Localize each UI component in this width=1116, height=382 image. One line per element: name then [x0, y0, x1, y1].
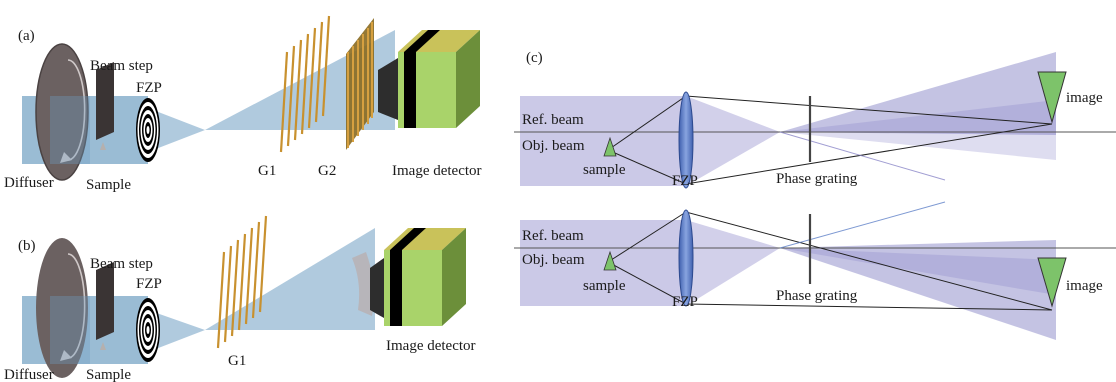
beam-step-label-a: Beam step — [90, 58, 153, 74]
grating-g2-a — [346, 18, 374, 150]
diverging-cone-bottom — [780, 240, 1056, 340]
image-triangle-top — [1037, 71, 1067, 124]
grating-label-bottom: Phase grating — [776, 288, 858, 304]
sample-triangle-top — [603, 136, 617, 157]
obj-beam-label-bottom: Obj. beam — [522, 252, 585, 268]
diffuser-label-b: Diffuser — [4, 367, 54, 382]
sample-triangle-bottom — [603, 250, 617, 271]
panel-c-bottom: Ref. beam Obj. beam sample FZP Phase gra… — [514, 201, 1116, 340]
image-detector-a — [398, 30, 480, 128]
diffuser-disk — [36, 44, 88, 180]
fzp-label-top: FZP — [672, 173, 698, 189]
fzp-a — [136, 98, 160, 162]
fzp-b — [136, 298, 160, 362]
diverging-beam-b — [205, 228, 375, 330]
beam-step-label-b: Beam step — [90, 256, 153, 272]
fzp-lens-bottom — [678, 209, 694, 307]
grating-g1-a — [279, 15, 331, 153]
image-detector-b — [384, 228, 466, 326]
detector-label-b: Image detector — [386, 338, 476, 354]
sample-label-top: sample — [583, 162, 626, 178]
beam-step — [96, 62, 114, 140]
sample-label-b: Sample — [86, 367, 131, 382]
panel-b-tag: (b) — [18, 238, 36, 254]
detector-label-a: Image detector — [392, 163, 482, 179]
converging-beam-b — [148, 310, 205, 352]
g2-label-a: G2 — [318, 163, 336, 179]
image-label-top: image — [1066, 90, 1103, 106]
sample-label-bottom: sample — [583, 278, 626, 294]
detector-lens-a — [378, 58, 398, 120]
diffuser-disk-b — [36, 238, 88, 378]
grating-label-top: Phase grating — [776, 171, 858, 187]
g1-label-a: G1 — [258, 163, 276, 179]
diffuser-label-a: Diffuser — [4, 175, 54, 191]
diverging-cone-top — [780, 52, 1056, 135]
panel-c-tag: (c) — [526, 50, 543, 66]
sample-label-a: Sample — [86, 177, 131, 193]
panel-a-tag: (a) — [18, 28, 35, 44]
fzp-lens-top — [678, 91, 694, 189]
incoming-beam-top — [520, 96, 686, 186]
detector-lens-b — [352, 252, 374, 316]
obj-beam-label-top: Obj. beam — [522, 138, 585, 154]
fzp-label-a: FZP — [136, 80, 162, 96]
fzp-label-bottom: FZP — [672, 294, 698, 310]
beam-step-b — [96, 262, 114, 340]
ref-beam-label-bottom: Ref. beam — [522, 228, 584, 244]
panel-b: (b) — [4, 215, 476, 382]
image-label-bottom: image — [1066, 278, 1103, 294]
sample-marker-b — [100, 342, 106, 350]
incoming-beam-bottom — [520, 220, 686, 306]
fzp-label-b: FZP — [136, 276, 162, 292]
panel-a: (a) — [4, 15, 482, 193]
focus-cone-top — [686, 96, 780, 186]
panel-c-top: Ref. beam Obj. beam sample FZP Phase gra… — [514, 52, 1116, 189]
focus-cone-bottom — [686, 220, 780, 306]
panel-c: (c) Ref. beam Obj. beam — [514, 50, 1116, 340]
g1-label-b: G1 — [228, 353, 246, 369]
ref-beam-label-top: Ref. beam — [522, 112, 584, 128]
image-triangle-bottom — [1037, 257, 1067, 308]
grating-g1-b — [216, 215, 268, 349]
diffuser-rotation-arrow — [67, 59, 86, 161]
sample-marker — [100, 142, 106, 150]
converging-beam — [148, 108, 205, 152]
diffuser-rotation-arrow-b — [67, 253, 86, 359]
